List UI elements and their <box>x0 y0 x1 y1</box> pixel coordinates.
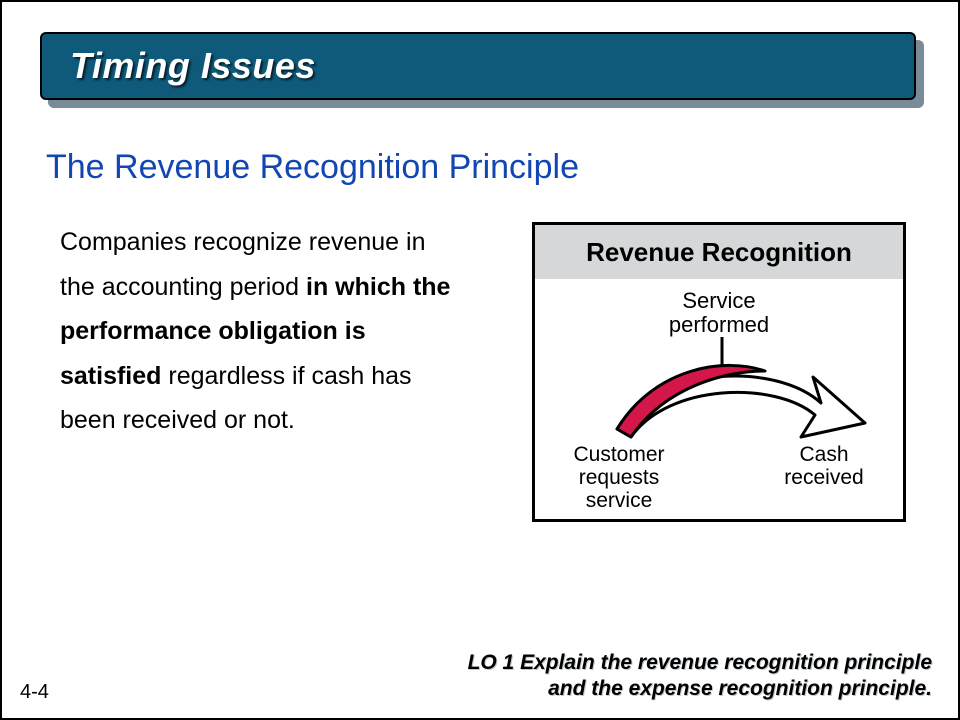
banner-title: Timing Issues <box>70 45 316 87</box>
customer-line3: service <box>586 489 653 512</box>
body-paragraph: Companies recognize revenue in the accou… <box>60 220 460 443</box>
title-banner: Timing Issues <box>40 32 924 108</box>
banner-body: Timing Issues <box>40 32 916 100</box>
subtitle: The Revenue Recognition Principle <box>46 148 579 187</box>
revenue-diagram: Revenue Recognition Service performed Cu… <box>532 222 906 522</box>
cash-line1: Cash <box>799 443 848 466</box>
slide: Timing Issues The Revenue Recognition Pr… <box>0 0 960 720</box>
service-line2: performed <box>669 312 769 337</box>
diagram-customer-label: Customer requests service <box>549 443 689 512</box>
diagram-service-label: Service performed <box>535 289 903 337</box>
page-number: 4-4 <box>20 681 49 704</box>
diagram-header: Revenue Recognition <box>535 225 903 279</box>
lo-line2: and the expense recognition principle. <box>548 677 932 700</box>
lo-line1: LO 1 Explain the revenue recognition pri… <box>468 651 932 674</box>
customer-line2: requests <box>579 466 660 489</box>
service-line1: Service <box>682 288 755 313</box>
cash-line2: received <box>784 466 863 489</box>
customer-line1: Customer <box>573 443 664 466</box>
diagram-cash-label: Cash received <box>759 443 889 489</box>
learning-objective: LO 1 Explain the revenue recognition pri… <box>352 650 932 703</box>
arrow-icon <box>565 337 879 457</box>
